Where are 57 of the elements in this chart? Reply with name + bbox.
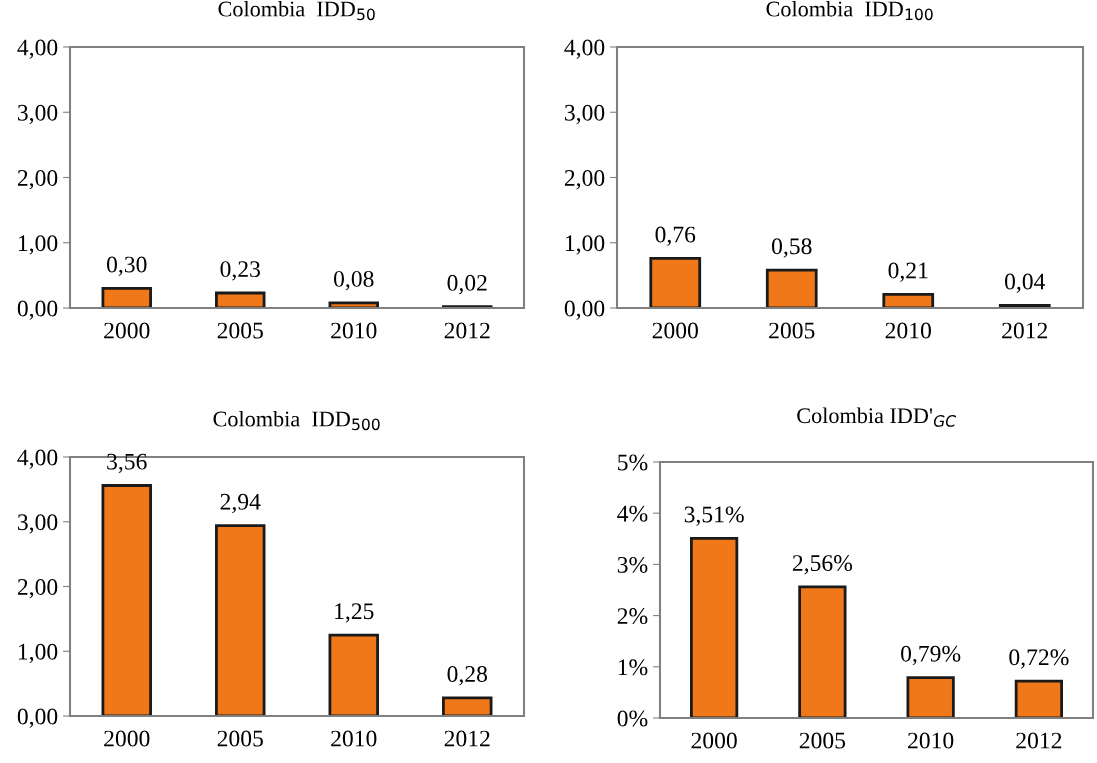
y-tick-label: 2,00 (17, 169, 58, 190)
data-label: 0,30 (106, 256, 147, 276)
y-tick-label: 3,00 (18, 514, 58, 534)
data-label: 1,25 (335, 603, 374, 623)
data-label: 0,72% (1009, 649, 1069, 669)
x-tick-label: 2012 (444, 730, 490, 747)
chart-title: Colombia IDD$_{500}$ (213, 410, 380, 431)
data-label: 3,51% (684, 506, 744, 526)
y-tick-label: 4,00 (17, 39, 58, 59)
x-tick-label: 2012 (1002, 322, 1048, 339)
data-label: 2,94 (220, 493, 261, 514)
y-tick-label: 3,00 (18, 104, 58, 125)
y-tick-label: 4% (617, 505, 648, 522)
x-tick-label: 2010 (885, 322, 931, 339)
y-tick-label: 2,00 (17, 578, 58, 599)
data-label: 0,28 (447, 666, 488, 686)
x-tick-label: 2000 (104, 730, 150, 747)
y-tick-label: 3% (617, 556, 648, 573)
y-tick-label: 5% (618, 454, 648, 471)
y-tick-label: 1,00 (565, 235, 605, 255)
data-label: 0,02 (447, 274, 487, 295)
data-label: 2,56% (792, 555, 853, 575)
data-label: 0,76 (655, 226, 696, 246)
y-tick-label: 1% (618, 659, 648, 676)
x-tick-label: 2005 (217, 730, 263, 747)
x-tick-label: 2010 (908, 732, 954, 749)
data-label: 0,08 (333, 270, 374, 291)
data-label: 0,23 (220, 261, 260, 281)
x-tick-label: 2000 (652, 322, 698, 339)
y-tick-label: 0,00 (564, 300, 605, 320)
y-tick-label: 4,00 (17, 449, 58, 469)
x-tick-label: 2012 (444, 322, 490, 339)
y-tick-label: 0% (617, 710, 648, 727)
y-tick-label: 1,00 (18, 643, 58, 664)
x-tick-label: 2005 (799, 732, 846, 749)
data-label: 0,79% (901, 645, 961, 666)
y-tick-label: 2,00 (564, 169, 605, 190)
data-label: 0,04 (1004, 273, 1046, 293)
x-tick-label: 2000 (691, 732, 737, 749)
x-tick-label: 2005 (769, 322, 815, 339)
data-label: 0,58 (771, 238, 812, 258)
x-tick-label: 2010 (331, 322, 377, 339)
data-label: 3,56 (107, 453, 147, 473)
x-tick-label: 2012 (1016, 732, 1062, 749)
y-tick-label: 1,00 (18, 235, 58, 255)
y-tick-label: 3,00 (565, 104, 605, 125)
data-label: 0,21 (888, 262, 928, 282)
y-tick-label: 0,00 (17, 300, 58, 320)
y-tick-label: 2% (617, 608, 648, 625)
x-tick-label: 2005 (217, 322, 263, 339)
chart-title: Colombia IDD'$_{GC}$ (797, 407, 957, 427)
y-tick-label: 0,00 (17, 708, 58, 728)
chart-title: Colombia IDD$_{100}$ (766, 0, 933, 21)
chart-title: Colombia IDD$_{50}$ (218, 0, 375, 21)
y-tick-label: 4,00 (564, 39, 605, 59)
x-tick-label: 2010 (331, 730, 377, 747)
x-tick-label: 2000 (104, 322, 150, 339)
